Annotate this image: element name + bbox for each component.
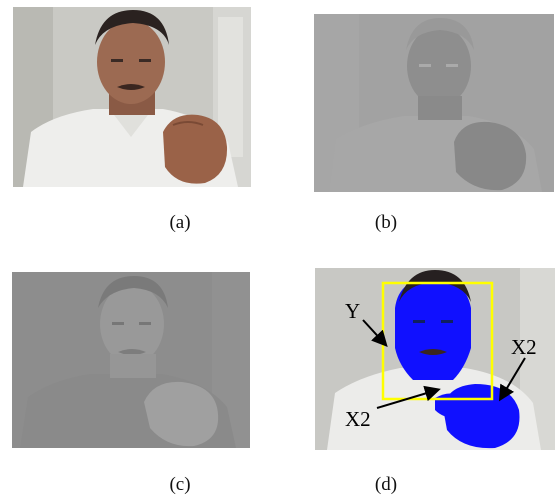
caption-d: (d)	[374, 474, 398, 495]
arrow-x2-bottom	[376, 385, 441, 409]
arrow-x2-right	[498, 357, 526, 402]
panel-b-gray-map	[314, 14, 554, 192]
panel-a-photo	[13, 7, 251, 187]
panel-d-skin-detection: Y X2 X2	[315, 268, 555, 450]
arrow-y	[362, 319, 388, 347]
caption-b: (b)	[374, 212, 398, 233]
caption-a: (a)	[169, 212, 191, 233]
panel-c-gray-map	[12, 272, 250, 448]
label-y: Y	[345, 299, 360, 323]
label-x2-top: X2	[511, 335, 537, 359]
caption-c: (c)	[169, 474, 191, 495]
label-x2-bottom: X2	[345, 407, 371, 431]
